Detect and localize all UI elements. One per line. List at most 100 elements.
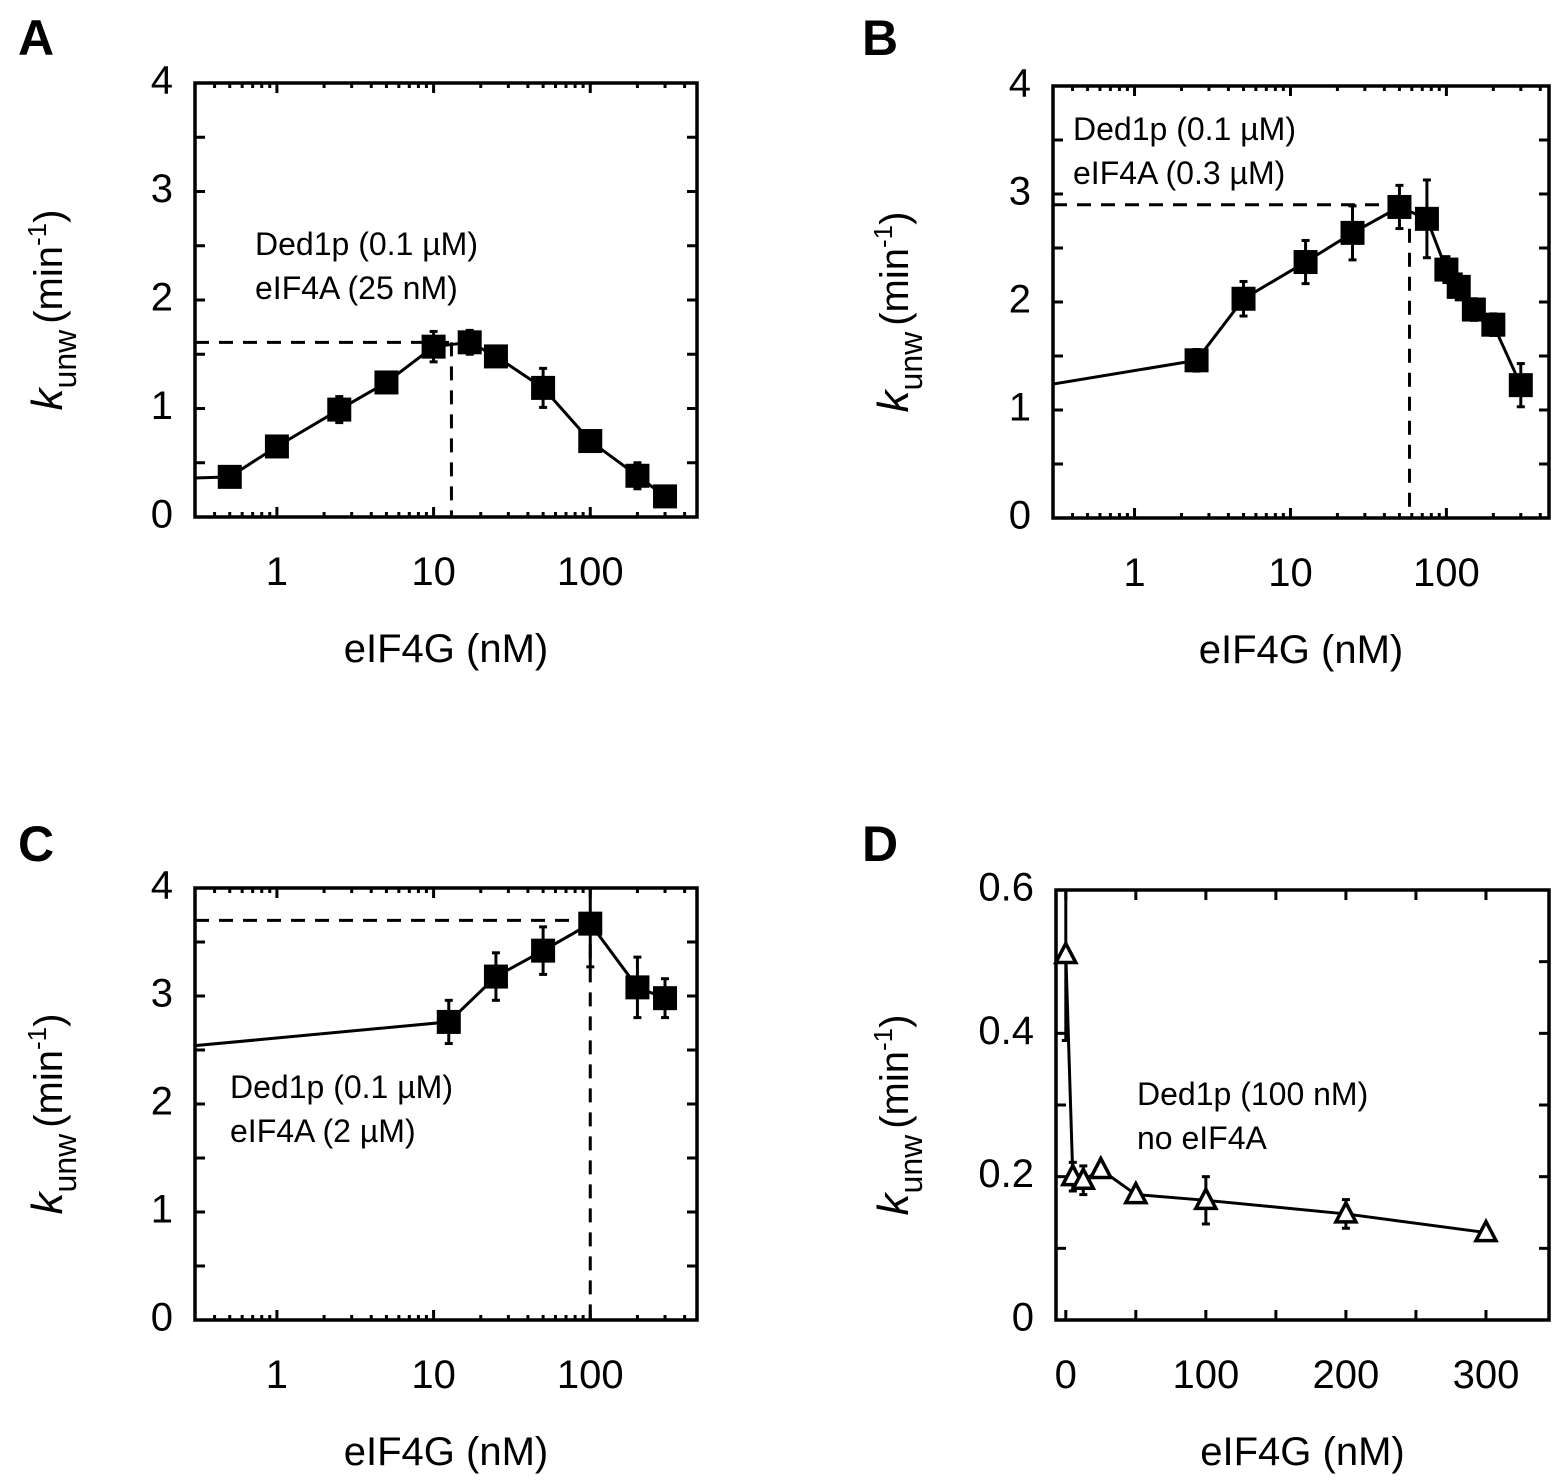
data-point [1293,250,1318,275]
y-tick-label: 3 [151,972,173,1016]
data-point [1192,1185,1219,1211]
panel-letter: D [862,816,898,872]
data-point [1122,1179,1149,1205]
y-tick-label: 3 [151,167,173,211]
y-tick-label: 1 [1009,386,1031,430]
y-label-unit: (min [27,1050,71,1128]
y-tick-label: 0.6 [978,866,1034,910]
y-axis-label: kunw (min-1) [22,1014,83,1215]
x-tick-label: 200 [1313,1353,1380,1397]
x-axis-label: eIF4G (nM) [344,1430,548,1474]
data-point [1184,348,1209,373]
y-label-close: ) [873,212,917,225]
data-point [327,397,352,422]
y-tick-label: 0.4 [978,1009,1034,1053]
y-label-close: ) [27,210,71,223]
data-point [1231,286,1256,311]
data-point [1387,194,1412,219]
x-tick-label: 100 [1413,551,1480,595]
y-label-k: k [23,386,72,410]
annotation-line: Ded1p (0.1 µM) [255,226,478,262]
panel-letter: C [18,816,54,872]
y-label-sup: -1 [22,1027,52,1050]
y-label-k: k [869,1191,918,1215]
y-axis-label: kunw (min-1) [868,1015,929,1216]
y-tick-label: 0 [1009,494,1031,538]
y-label-k: k [869,388,918,412]
data-point [1414,206,1439,231]
x-axis-label: eIF4G (nM) [344,627,548,671]
y-label-sup: -1 [868,1028,898,1051]
annotation-line: eIF4A (0.3 µM) [1073,155,1285,191]
data-point [264,434,289,459]
y-tick-label: 4 [1009,62,1031,106]
y-tick-label: 0 [1012,1296,1034,1340]
x-tick-label: 1 [1123,551,1145,595]
y-tick-label: 2 [1009,278,1031,322]
x-tick-label: 0 [1055,1353,1077,1397]
y-label-sub: unw [47,329,83,389]
y-label-unit: (min [873,1051,917,1129]
annotation-line: Ded1p (0.1 µM) [230,1069,453,1105]
data-point [374,370,399,395]
data-point [1508,373,1533,398]
y-tick-label: 2 [151,1080,173,1124]
y-label-close: ) [27,1014,71,1027]
y-tick-label: 4 [151,864,173,908]
data-point [1087,1154,1114,1180]
x-axis-label: eIF4G (nM) [1200,1430,1404,1474]
annotation-line: Ded1p (100 nM) [1137,1076,1368,1112]
y-label-unit: (min [27,246,71,324]
annotation-line: no eIF4A [1137,1120,1268,1156]
y-axis-label: kunw (min-1) [22,210,83,411]
data-point [421,334,446,359]
data-point [1052,939,1079,965]
x-tick-label: 10 [411,1353,456,1397]
data-point [457,330,482,355]
y-label-sub: unw [893,1134,929,1194]
data-point [1333,1199,1359,1224]
y-tick-label: 1 [151,1188,173,1232]
data-point [1473,1217,1499,1243]
y-axis-label: kunw (min-1) [868,212,929,413]
annotation-line: eIF4A (2 µM) [230,1113,416,1149]
y-label-sub: unw [893,331,929,391]
data-point [436,1009,461,1034]
series-line [194,921,666,1048]
panel-letter: B [862,10,898,66]
x-tick-label: 1 [266,1353,288,1397]
annotation-line: eIF4A (25 nM) [255,270,458,306]
data-point [625,463,650,488]
y-tick-label: 0 [151,493,173,537]
y-label-close: ) [873,1015,917,1028]
panel-d: D 0 0.2 0.4 0.6 0 100 200 300 eIF4G (nM) kunw (min-… [862,816,1551,1474]
x-tick-label: 10 [411,550,456,594]
data-point [625,975,650,1000]
data-point [483,964,508,989]
data-point [653,986,678,1011]
annotation-line: Ded1p (0.1 µM) [1073,111,1296,147]
y-label-sup: -1 [22,223,52,246]
data-point [217,464,242,489]
x-tick-label: 100 [557,550,624,594]
data-point [483,344,508,369]
x-tick-label: 300 [1453,1353,1520,1397]
y-label-sub: unw [47,1133,83,1193]
data-point [578,429,603,454]
y-label-sup: -1 [868,225,898,248]
x-tick-label: 100 [557,1353,624,1397]
data-point [653,484,678,509]
x-tick-label: 10 [1268,551,1313,595]
data-point [531,375,556,400]
x-tick-label: 100 [1172,1353,1239,1397]
x-tick-label: 1 [266,550,288,594]
data-point [1481,312,1506,337]
panel-letter: A [18,10,54,66]
y-tick-label: 0.2 [978,1152,1034,1196]
y-tick-label: 0 [151,1296,173,1340]
data-point [1340,220,1365,245]
